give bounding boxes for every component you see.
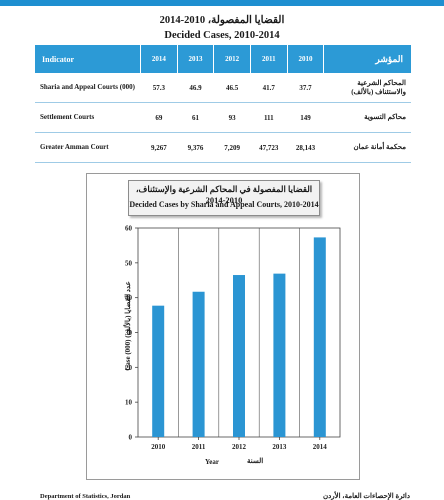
y-tick-label: 20 xyxy=(125,364,133,372)
chart-title-box: القضايا المفصولة في المحاكم الشرعية والإ… xyxy=(128,180,320,216)
row-label: Greater Amman Court xyxy=(35,132,141,163)
table-cell: 41.7 xyxy=(250,73,288,103)
table-cell: 93 xyxy=(213,102,251,133)
table-row: Sharia and Appeal Courts (000) 57.3 46.9… xyxy=(35,73,411,103)
table-row: Greater Amman Court 9,267 9,376 7,209 47… xyxy=(35,132,411,163)
y-axis-label-arabic: عدد القضايا (بالألف) xyxy=(123,281,132,338)
row-label: Settlement Courts xyxy=(35,102,141,133)
top-accent-bar xyxy=(0,0,444,6)
bar xyxy=(273,273,286,437)
row-label-arabic: المحاكم الشرعية والاستئناف (بالألف) xyxy=(323,73,411,103)
x-axis-label: Year xyxy=(205,458,219,466)
table-cell: 37.7 xyxy=(287,73,324,103)
y-tick-label: 50 xyxy=(125,259,133,267)
table-cell: 7,209 xyxy=(213,132,251,163)
row-label: Sharia and Appeal Courts (000) xyxy=(35,73,141,103)
y-axis-label: عدد القضايا (بالألف) Case (000) xyxy=(124,281,132,371)
y-tick-label: 60 xyxy=(125,225,133,233)
bar xyxy=(192,291,205,437)
x-tick-label: 2012 xyxy=(232,443,247,451)
footer-source-english: Department of Statistics, Jordan xyxy=(40,493,131,500)
section-title-english: Decided Cases, 2010-2014 xyxy=(164,30,280,41)
table-cell: 69 xyxy=(140,102,178,133)
header-year: 2012 xyxy=(213,45,251,73)
x-axis-label-arabic: السنة xyxy=(247,457,264,465)
table-cell: 46.9 xyxy=(177,73,214,103)
x-tick-label: 2011 xyxy=(192,443,206,451)
chart-title-english: Decided Cases by Sharia and Appeal Court… xyxy=(129,200,319,209)
bar xyxy=(233,275,245,437)
row-label-arabic: محاكم التسوية xyxy=(323,102,411,133)
row-label-arabic: محكمة أمانة عمان xyxy=(323,132,411,163)
table-cell: 149 xyxy=(287,102,324,133)
table-cell: 46.5 xyxy=(213,73,251,103)
bar xyxy=(152,305,165,437)
decided-cases-table: Indicator 2014 2013 2012 2011 2010 المؤش… xyxy=(35,45,411,163)
chart-title-arabic: القضايا المفصولة في المحاكم الشرعية والإ… xyxy=(135,184,313,205)
section-title-arabic: القضايا المفصولة، 2010-2014 xyxy=(159,15,285,26)
table-cell: 111 xyxy=(250,102,288,133)
header-year: 2010 xyxy=(287,45,325,73)
y-axis-label-english: Case (000) xyxy=(123,339,132,371)
header-indicator: Indicator xyxy=(35,45,142,73)
table-cell: 61 xyxy=(177,102,214,133)
table-row: Settlement Courts 69 61 93 111 149 محاكم… xyxy=(35,102,411,133)
bar xyxy=(313,237,326,437)
header-year: 2011 xyxy=(250,45,288,73)
footer-source-arabic: دائرة الإحصاءات العامة، الأردن xyxy=(322,492,410,500)
y-tick-label: 0 xyxy=(129,434,133,442)
x-tick-label: 2013 xyxy=(272,443,287,451)
header-year: 2014 xyxy=(140,45,178,73)
table-header-row: Indicator 2014 2013 2012 2011 2010 المؤش… xyxy=(35,45,411,73)
plot-area: 0 10 20 30 40 50 60 2010 2011 2012 2013 2014 xyxy=(125,225,341,451)
header-year: 2013 xyxy=(177,45,215,73)
y-tick-label: 40 xyxy=(125,294,133,302)
table-cell: 57.3 xyxy=(140,73,178,103)
table-cell: 47,723 xyxy=(250,132,288,163)
y-tick-label: 10 xyxy=(125,399,133,407)
x-tick-label: 2010 xyxy=(151,443,166,451)
table-cell: 28,143 xyxy=(287,132,324,163)
table-cell: 9,376 xyxy=(177,132,214,163)
header-indicator-arabic: المؤشر xyxy=(323,45,411,73)
x-tick-label: 2014 xyxy=(313,443,328,451)
table-cell: 9,267 xyxy=(140,132,178,163)
y-tick-label: 30 xyxy=(125,329,133,337)
